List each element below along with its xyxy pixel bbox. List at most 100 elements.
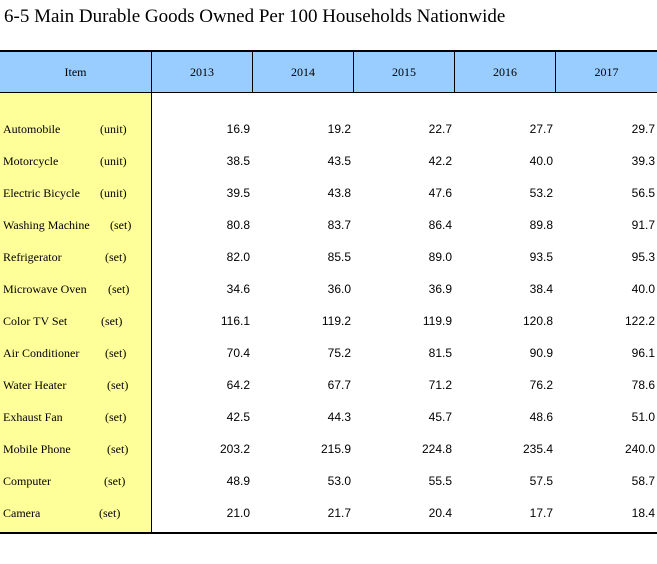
table-row: Exhaust Fan (set) 42.5 44.3 45.7 48.6 51.0: [0, 401, 657, 433]
item-label: Refrigerator: [3, 250, 62, 264]
value-cell-2017: 29.7: [631, 122, 655, 136]
value-cell-2015: 86.4: [428, 218, 452, 232]
item-unit: (set): [99, 506, 121, 520]
value-cell-2016: 38.4: [529, 282, 553, 296]
value-cell-2016: 40.0: [529, 154, 553, 168]
value-cell-2017: 96.1: [631, 346, 655, 360]
value-cell-2015: 224.8: [421, 442, 452, 456]
item-label: Color TV Set: [3, 314, 68, 328]
value-cell-2014: 85.5: [327, 250, 351, 264]
item-label: Air Conditioner: [3, 346, 80, 360]
value-cell-2017: 18.4: [631, 506, 655, 520]
table-header: Item 2013 2014 2015 2016 2017: [0, 50, 657, 93]
value-cell-2017: 51.0: [631, 410, 655, 424]
value-cell-2016: 235.4: [522, 442, 553, 456]
value-cell-2013: 38.5: [226, 154, 250, 168]
header-item: Item: [64, 65, 87, 79]
table-title: 6-5 Main Durable Goods Owned Per 100 Hou…: [4, 6, 506, 27]
item-label: Computer: [3, 474, 51, 488]
item-unit: (set): [105, 410, 127, 424]
value-cell-2013: 48.9: [226, 474, 250, 488]
value-cell-2017: 240.0: [624, 442, 655, 456]
value-cell-2013: 82.0: [226, 250, 250, 264]
value-cell-2016: 76.2: [529, 378, 553, 392]
value-cell-2014: 19.2: [327, 122, 351, 136]
item-label: Camera: [3, 506, 41, 520]
value-cell-2013: 42.5: [226, 410, 250, 424]
value-cell-2013: 64.2: [226, 378, 250, 392]
value-cell-2014: 67.7: [327, 378, 351, 392]
value-cell-2014: 36.0: [327, 282, 351, 296]
value-cell-2014: 83.7: [327, 218, 351, 232]
item-unit: (unit): [100, 154, 127, 168]
item-label: Exhaust Fan: [3, 410, 63, 424]
value-cell-2016: 53.2: [529, 186, 553, 200]
item-unit: (unit): [100, 186, 127, 200]
value-cell-2015: 81.5: [428, 346, 452, 360]
value-cell-2016: 17.7: [529, 506, 553, 520]
item-unit: (set): [108, 282, 130, 296]
value-cell-2013: 21.0: [226, 506, 250, 520]
table-row: Camera (set) 21.0 21.7 20.4 17.7 18.4: [0, 497, 657, 529]
value-cell-2015: 45.7: [428, 410, 452, 424]
table-row: Washing Machine (set) 80.8 83.7 86.4 89.8 91.7: [0, 209, 657, 241]
item-label: Motorcycle: [3, 154, 59, 168]
value-cell-2014: 215.9: [320, 442, 351, 456]
item-unit: (set): [101, 314, 123, 328]
table-row: Color TV Set (set) 116.1 119.2 119.9 120.8 122…: [0, 305, 657, 337]
item-label: Electric Bicycle: [3, 186, 80, 200]
value-cell-2015: 47.6: [428, 186, 452, 200]
value-cell-2013: 203.2: [219, 442, 250, 456]
value-cell-2017: 58.7: [631, 474, 655, 488]
value-cell-2015: 89.0: [428, 250, 452, 264]
table-row: Automobile (unit) 16.9 19.2 22.7 27.7 29.7: [0, 113, 657, 145]
value-cell-2015: 36.9: [428, 282, 452, 296]
item-unit: (set): [105, 250, 127, 264]
item-label: Washing Machine: [3, 218, 90, 232]
value-cell-2015: 119.9: [422, 314, 452, 328]
table-row: Refrigerator (set) 82.0 85.5 89.0 93.5 95.3: [0, 241, 657, 273]
table-row: Mobile Phone (set) 203.2 215.9 224.8 235.4 240…: [0, 433, 657, 465]
item-column-background: [0, 93, 152, 532]
value-cell-2016: 120.8: [522, 314, 553, 328]
value-cell-2013: 16.9: [226, 122, 250, 136]
table-row: Water Heater (set) 64.2 67.7 71.2 76.2 78.6: [0, 369, 657, 401]
value-cell-2016: 93.5: [529, 250, 553, 264]
value-cell-2016: 89.8: [529, 218, 553, 232]
item-unit: (set): [110, 218, 132, 232]
value-cell-2013: 80.8: [226, 218, 250, 232]
value-cell-2013: 116.1: [220, 314, 250, 328]
value-cell-2017: 122.2: [624, 314, 655, 328]
value-cell-2017: 56.5: [631, 186, 655, 200]
item-unit: (set): [104, 474, 126, 488]
value-cell-2017: 40.0: [631, 282, 655, 296]
value-cell-2014: 75.2: [327, 346, 351, 360]
item-unit: (set): [107, 442, 129, 456]
value-cell-2013: 70.4: [226, 346, 250, 360]
value-cell-2014: 44.3: [327, 410, 351, 424]
value-cell-2016: 57.5: [529, 474, 553, 488]
header-year-2014: 2014: [252, 52, 353, 92]
value-cell-2014: 21.7: [327, 506, 351, 520]
header-year-2016: 2016: [454, 52, 555, 92]
value-cell-2015: 71.2: [428, 378, 452, 392]
table-body: Automobile (unit) 16.9 19.2 22.7 27.7 29.7 Moto…: [0, 93, 657, 534]
header-year-2017: 2017: [555, 52, 657, 92]
value-cell-2013: 34.6: [226, 282, 250, 296]
durable-goods-table: Item 2013 2014 2015 2016 2017 Automobile…: [0, 50, 657, 534]
value-cell-2014: 43.8: [327, 186, 351, 200]
header-year-2015: 2015: [353, 52, 454, 92]
table-row: Computer (set) 48.9 53.0 55.5 57.5 58.7: [0, 465, 657, 497]
value-cell-2017: 39.3: [631, 154, 655, 168]
value-cell-2015: 22.7: [428, 122, 452, 136]
item-unit: (set): [105, 346, 127, 360]
value-cell-2014: 119.2: [321, 314, 351, 328]
value-cell-2015: 55.5: [428, 474, 452, 488]
item-label: Water Heater: [3, 378, 67, 392]
table-row: Motorcycle (unit) 38.5 43.5 42.2 40.0 39.3: [0, 145, 657, 177]
value-cell-2014: 53.0: [327, 474, 351, 488]
table-row: Microwave Oven (set) 34.6 36.0 36.9 38.4 40.0: [0, 273, 657, 305]
table-row: Air Conditioner (set) 70.4 75.2 81.5 90.9 96.1: [0, 337, 657, 369]
table-row: Electric Bicycle (unit) 39.5 43.8 47.6 53.2 56…: [0, 177, 657, 209]
header-year-2013: 2013: [151, 52, 252, 92]
